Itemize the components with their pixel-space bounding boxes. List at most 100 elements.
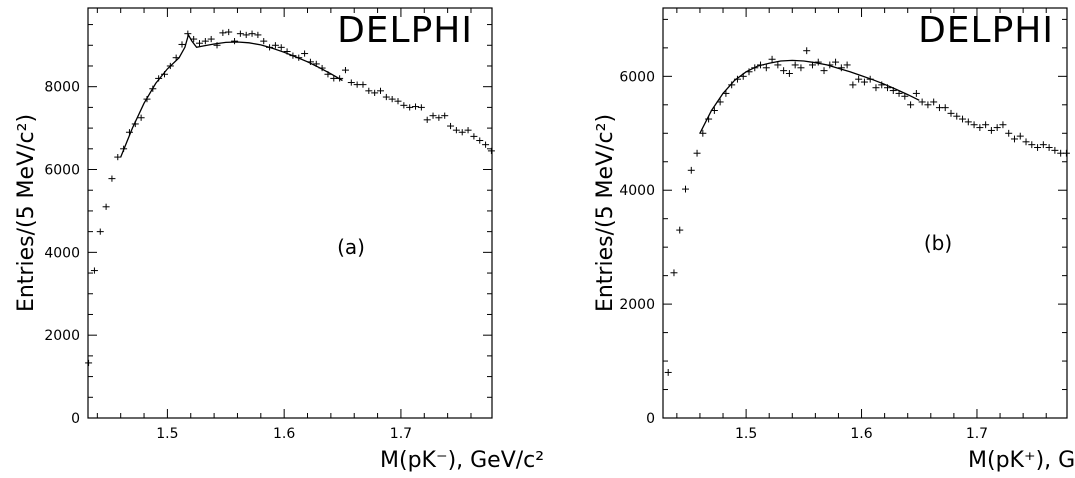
x-tick-label: 1.5	[156, 426, 178, 442]
y-tick-label: 2000	[44, 328, 80, 344]
data-point	[254, 31, 262, 39]
data-point	[242, 31, 250, 39]
data-point	[137, 114, 145, 121]
data-point	[964, 118, 972, 126]
data-point	[371, 89, 379, 97]
data-point	[1028, 141, 1036, 149]
data-point	[670, 269, 678, 277]
data-point	[341, 67, 349, 74]
data-point	[482, 141, 490, 148]
data-point	[814, 58, 822, 66]
data-point	[959, 115, 967, 123]
x-tick-label: 1.6	[273, 426, 295, 442]
data-point	[96, 228, 104, 235]
data-point	[843, 61, 851, 69]
data-point	[452, 127, 460, 134]
data-point	[993, 124, 1001, 131]
data-point	[728, 81, 736, 89]
data-point	[225, 28, 233, 36]
y-tick-label: 4000	[619, 183, 655, 199]
data-point	[1005, 129, 1013, 137]
data-point	[388, 96, 396, 103]
y-tick-label: 0	[71, 411, 80, 427]
data-point	[376, 87, 384, 94]
y-tick-label: 2000	[619, 297, 655, 313]
data-point	[207, 35, 215, 43]
data-point	[470, 133, 478, 140]
data-point	[400, 102, 408, 109]
data-point	[406, 104, 414, 111]
data-point	[277, 44, 285, 51]
y-tick-label: 6000	[619, 69, 655, 85]
data-point	[832, 58, 840, 66]
data-point	[682, 185, 690, 193]
data-point	[196, 40, 204, 47]
y-tick-label: 8000	[44, 80, 80, 96]
data-point	[947, 109, 955, 117]
data-point	[912, 90, 920, 97]
data-point	[1062, 149, 1070, 157]
data-point	[930, 98, 938, 106]
plot-frame	[662, 7, 1068, 419]
data-point	[820, 67, 828, 75]
data-point	[435, 114, 443, 121]
data-point	[872, 84, 880, 92]
data-point	[860, 78, 868, 86]
data-point	[1034, 144, 1042, 151]
data-point	[1045, 144, 1053, 151]
data-point	[970, 121, 978, 129]
data-point	[85, 359, 93, 367]
data-point	[365, 87, 373, 94]
plot-frame	[87, 7, 493, 419]
data-point	[201, 38, 209, 45]
y-tick-label: 6000	[44, 163, 80, 179]
y-tick-label: 0	[646, 411, 655, 427]
panel-label: (b)	[924, 231, 952, 255]
data-point	[114, 153, 122, 161]
data-point	[924, 101, 932, 109]
data-point	[464, 127, 472, 134]
data-point	[982, 121, 990, 129]
data-point	[330, 75, 338, 82]
data-point	[676, 226, 684, 234]
data-point	[178, 41, 186, 48]
data-point	[855, 75, 863, 83]
data-point	[102, 203, 110, 210]
data-point	[693, 149, 701, 157]
data-point	[447, 122, 455, 130]
experiment-label: DELPHI	[918, 10, 1054, 51]
y-axis-title: Entries/(5 MeV/c²)	[593, 114, 618, 312]
data-point	[907, 101, 915, 109]
data-point	[918, 98, 926, 106]
data-point	[487, 147, 495, 154]
x-axis-title: M(pK⁻), GeV/c²	[380, 448, 544, 473]
data-point	[417, 104, 425, 111]
data-point	[231, 38, 239, 45]
data-point	[762, 64, 770, 72]
data-point	[774, 61, 782, 69]
data-point	[976, 124, 984, 131]
panel-a: 1.5 1.6 1.7 0 2000 4000 6000 8000 DELPHI (a) M(pK⁻…	[14, 7, 544, 473]
data-point	[837, 64, 845, 72]
data-point	[301, 50, 309, 57]
data-point	[359, 81, 367, 88]
data-point	[382, 93, 390, 101]
data-point	[1022, 138, 1030, 146]
data-point	[941, 104, 949, 112]
data-point	[953, 112, 961, 120]
data-point	[347, 79, 355, 86]
data-point	[785, 70, 793, 77]
x-tick-label: 1.5	[735, 426, 757, 442]
x-tick-label: 1.6	[850, 426, 872, 442]
experiment-label: DELPHI	[337, 10, 473, 51]
data-point	[1016, 132, 1024, 140]
data-point	[797, 64, 805, 72]
data-point	[219, 29, 227, 36]
data-point	[1051, 146, 1059, 154]
data-point	[780, 67, 788, 75]
data-point	[458, 129, 466, 136]
data-point	[236, 30, 244, 37]
panel-b: 1.5 1.6 1.7 0 2000 4000 6000 DELPHI (b) M(pK⁺), G…	[593, 7, 1075, 473]
